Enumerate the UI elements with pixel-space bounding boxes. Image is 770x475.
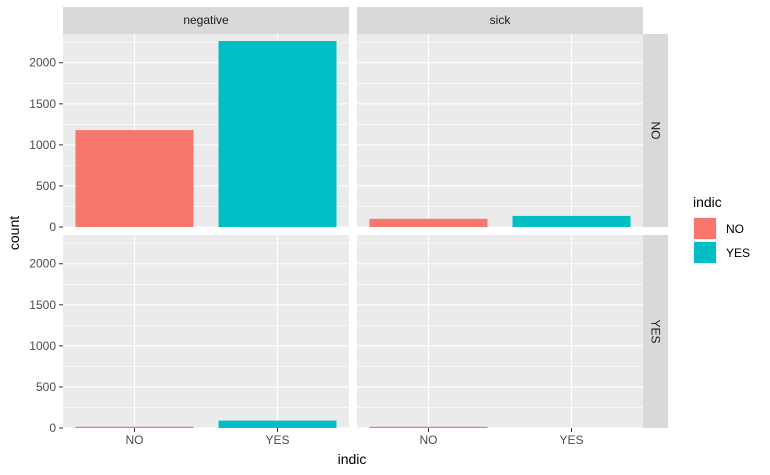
strip-label-row-no: NO <box>649 122 663 140</box>
y-tick-label: 2000 <box>29 257 56 271</box>
bar-sick-yes-no <box>369 426 488 428</box>
bar-sick-no-yes <box>512 215 631 227</box>
y-tick-label: 500 <box>36 380 56 394</box>
y-tick-label: 1500 <box>29 97 56 111</box>
legend-title: indic <box>693 194 722 210</box>
x-tick-label-yes: YES <box>559 433 583 447</box>
legend: indic NO YES <box>693 194 750 264</box>
y-tick-label: 500 <box>36 179 56 193</box>
strip-label-row-yes: YES <box>649 319 663 343</box>
panel-background <box>357 235 643 428</box>
bar-negative-no-yes <box>218 40 337 227</box>
x-tick-label-yes: YES <box>265 433 289 447</box>
x-tick-label-no: NO <box>126 433 144 447</box>
strip-col-negative <box>63 7 349 34</box>
strip-label-col-negative: negative <box>183 13 229 27</box>
strip-col-sick <box>357 7 643 34</box>
x-tick-label-no: NO <box>420 433 438 447</box>
legend-label-no: NO <box>726 222 744 236</box>
legend-label-yes: YES <box>726 246 750 260</box>
panel-negative-yes <box>63 235 349 429</box>
x-axis-title: indic <box>338 451 367 467</box>
legend-swatch-no <box>694 218 716 239</box>
strip-label-col-sick: sick <box>490 13 512 27</box>
y-tick-label: 1000 <box>29 138 56 152</box>
panel-background <box>357 34 643 227</box>
y-axis-title: count <box>6 216 22 250</box>
y-tick-label: 2000 <box>29 56 56 70</box>
strip-row-no <box>643 34 668 227</box>
y-tick-label: 0 <box>49 421 56 435</box>
strip-row-yes <box>643 235 668 428</box>
panel-sick-yes <box>357 235 643 429</box>
panel-negative-no <box>63 34 349 228</box>
y-tick-label: 0 <box>49 220 56 234</box>
legend-swatch-yes <box>694 242 716 263</box>
panel-sick-no <box>357 34 643 228</box>
panels-layer <box>63 34 643 429</box>
bar-negative-yes-no <box>75 426 194 428</box>
axes-layer: 0 500 1000 1500 2000 NO YES 0 500 1000 1500 2000 NO Y… <box>29 56 583 447</box>
y-tick-label: 1500 <box>29 298 56 312</box>
bar-sick-no-no <box>369 218 488 227</box>
panel-background <box>63 235 349 428</box>
bar-negative-yes-yes <box>218 420 337 428</box>
strips-layer: negative sick NO YES <box>63 7 668 428</box>
bar-negative-no-no <box>75 130 194 227</box>
y-tick-label: 1000 <box>29 339 56 353</box>
